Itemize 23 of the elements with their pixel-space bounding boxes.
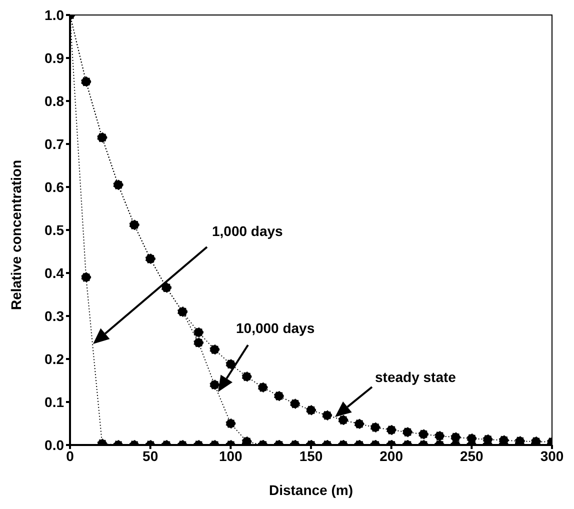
y-tick-label: 0.9 (44, 50, 64, 66)
y-tick-label: 1.0 (44, 6, 64, 23)
x-axis-title: Distance (m) (268, 482, 354, 498)
y-tick-label: 0.0 (44, 436, 64, 453)
x-tick-label: 100 (218, 448, 243, 464)
x-tick-label: 200 (380, 448, 404, 464)
x-tick-label: 150 (299, 448, 323, 464)
x-tick-label: 50 (142, 448, 158, 464)
y-tick-label: 0.3 (44, 308, 64, 324)
x-tick-label: 250 (460, 448, 484, 464)
annotation: steady state (375, 369, 456, 385)
x-tick-label: 0 (66, 448, 74, 464)
y-tick-label: 0.5 (44, 222, 64, 238)
y-tick-label: 0.6 (44, 178, 64, 195)
annotation: 1,000 days (212, 223, 284, 239)
y-axis-title: Relative concentration (8, 160, 24, 310)
y-tick-label: 0.2 (44, 350, 64, 367)
annotation: 10,000 days (236, 320, 315, 336)
y-tick-label: 0.1 (44, 394, 64, 410)
x-tick-label: 300 (540, 448, 564, 464)
y-tick-label: 0.4 (44, 264, 64, 281)
y-tick-label: 0.7 (44, 136, 64, 152)
y-tick-label: 0.8 (44, 92, 64, 109)
